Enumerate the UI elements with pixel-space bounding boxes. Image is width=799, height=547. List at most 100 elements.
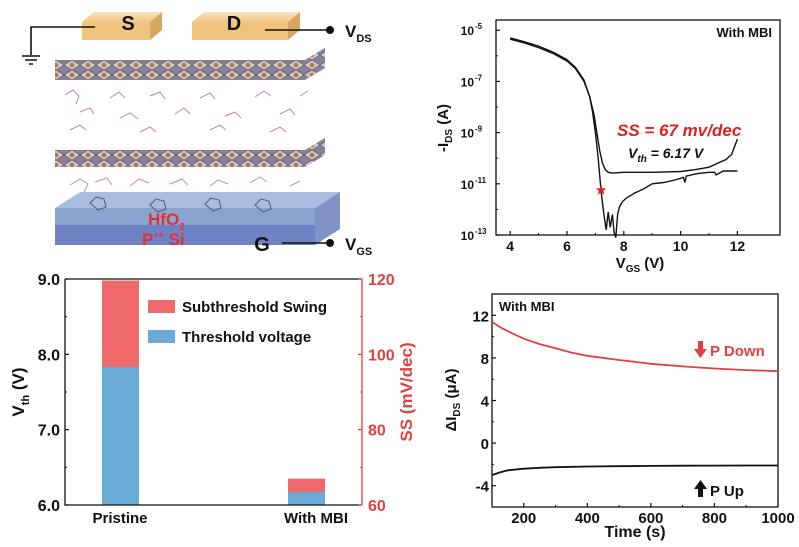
vds-label: VDS <box>345 22 372 45</box>
retention-ytick-label: 8 <box>481 351 489 368</box>
vds-main: V <box>345 22 357 41</box>
bar-legend: Subthreshold Swing Threshold voltage <box>148 299 327 346</box>
hfo2-sub: 2 <box>179 222 185 233</box>
vth-ss-bar-chart: 6.0 7.0 8.0 9.0 60 80 100 120 Pristine With MBI S… <box>9 272 416 527</box>
perovskite-layer-lower <box>55 138 325 167</box>
retention-series <box>491 320 779 476</box>
si-tail: Si <box>164 230 185 249</box>
perovskite-layer-upper <box>55 48 325 80</box>
p-up-label: P Up <box>710 483 744 500</box>
bar-ylabel: Vth (V) <box>9 367 32 416</box>
vth-sub: th <box>637 154 646 165</box>
transfer-xtick-label: 12 <box>730 238 746 254</box>
transfer-ylabel-sub: DS <box>444 129 455 143</box>
p-down-label: P Down <box>710 343 765 360</box>
vgs-label: VGS <box>345 235 372 258</box>
vgs-sub: GS <box>356 246 372 258</box>
transfer-xtick-label: 4 <box>506 238 514 254</box>
bar-ticks: 6.0 7.0 8.0 9.0 60 80 100 120 Pristine With MBI <box>38 272 395 527</box>
bar-marks <box>102 280 325 505</box>
si-label: P++ Si <box>142 230 185 249</box>
bar-ytick-label: 8.0 <box>38 347 60 364</box>
transfer-line-forward <box>510 38 739 174</box>
transfer-xtick-label: 8 <box>620 238 628 254</box>
retention-line-p-up <box>491 464 778 476</box>
retention-ytick-label: 4 <box>481 394 490 411</box>
retention-ticks: 200 400 600 800 1000 -4 0 4 8 12 <box>472 308 794 527</box>
retention-xtick-label: 800 <box>702 510 727 527</box>
si-layer <box>55 225 315 245</box>
bar-ytick-label: 7.0 <box>38 423 60 440</box>
si-p: P <box>142 230 153 249</box>
bar-ylabel-main: V <box>9 405 28 417</box>
transfer-annotation: With MBI <box>717 25 772 40</box>
bar-y2tick-label: 120 <box>368 272 395 289</box>
bar-ylabel-tail: (V) <box>9 367 28 394</box>
retention-annotation: With MBI <box>499 299 554 314</box>
drain-electrode <box>192 12 300 40</box>
vds-sub: DS <box>356 33 371 45</box>
retention-ytick-label: 0 <box>481 436 489 453</box>
transfer-ylabel-main: -I <box>435 143 452 152</box>
transfer-ylabel-tail: (A) <box>435 104 452 129</box>
substrate-slab <box>55 192 340 245</box>
retention-ytick-label: 12 <box>472 308 489 325</box>
transfer-ytick-exponent: -13 <box>475 227 487 236</box>
transfer-ytick-exponent: -9 <box>475 125 483 134</box>
transfer-ytick-label: 10 <box>461 24 475 38</box>
p-up-arrow-icon <box>694 480 707 497</box>
bar-y2tick-label: 60 <box>368 498 386 515</box>
hfo2-label: HfO2 <box>148 210 185 233</box>
hfo2-layer <box>55 208 315 225</box>
bar-category-label: With MBI <box>284 510 348 527</box>
legend-label-ss: Subthreshold Swing <box>182 299 327 316</box>
p-down-arrow-icon <box>694 341 707 358</box>
retention-xtick-label: 400 <box>575 510 600 527</box>
transfer-ylabel: -IDS (A) <box>435 104 455 152</box>
transfer-xlabel-main: V <box>616 255 626 272</box>
transfer-plot-frame <box>495 19 781 236</box>
organic-spacer-layer <box>64 89 309 133</box>
drain-label: D <box>227 13 241 35</box>
transfer-ytick-exponent: -7 <box>475 73 483 82</box>
transfer-ytick-label: 10 <box>461 178 475 192</box>
retention-xtick-label: 600 <box>638 510 663 527</box>
bar-vth-1 <box>288 492 325 505</box>
transfer-xlabel: VGS (V) <box>616 255 665 275</box>
source-label: S <box>121 13 134 35</box>
bar-ytick-label: 9.0 <box>38 272 60 289</box>
bar-y2label: SS (mV/dec) <box>397 342 416 441</box>
bar-ylabel-sub: th <box>20 395 32 406</box>
retention-xtick-label: 200 <box>511 510 536 527</box>
bar-vth-0 <box>102 367 139 505</box>
device-schematic: S D G VDS VGS HfO2 P++ Si <box>22 12 372 258</box>
retention-xtick-label: 1000 <box>761 510 794 527</box>
retention-ylabel: ΔIDS (μA) <box>443 368 463 431</box>
gate-terminal <box>326 239 334 247</box>
transfer-xtick-label: 10 <box>673 238 689 254</box>
legend-swatch-vth <box>148 330 175 343</box>
source-electrode <box>82 12 162 40</box>
vth-tail: = 6.17 V <box>647 145 705 161</box>
bar-ytick-label: 6.0 <box>38 498 60 515</box>
transfer-ytick-exponent: -11 <box>475 176 487 185</box>
ground-wire <box>22 26 95 65</box>
gate-label: G <box>254 234 270 256</box>
drain-terminal <box>326 26 334 34</box>
vth-annotation: Vth = 6.17 V <box>628 145 705 165</box>
hfo2-main: HfO <box>148 210 179 229</box>
transfer-line-reverse <box>510 37 738 238</box>
vth-star-marker <box>595 184 607 195</box>
retention-plot-frame <box>491 293 779 508</box>
transfer-ytick-exponent: -5 <box>475 22 483 31</box>
transfer-xlabel-tail: (V) <box>640 255 664 272</box>
transfer-series <box>510 37 739 238</box>
vth-main: V <box>628 145 639 161</box>
transfer-ytick-label: 10 <box>461 75 475 89</box>
organic-cations-bottom <box>69 176 301 213</box>
bar-y2tick-label: 100 <box>368 347 395 364</box>
